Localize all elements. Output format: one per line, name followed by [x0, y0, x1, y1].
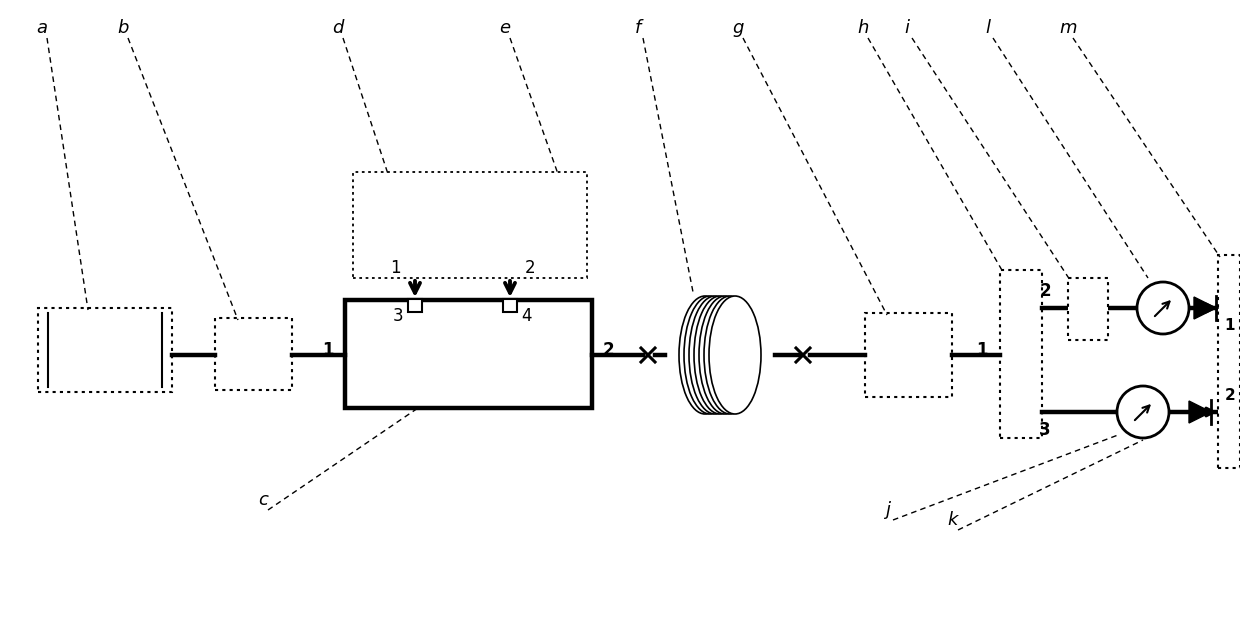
Text: j: j [885, 501, 890, 519]
Text: 1: 1 [389, 259, 401, 277]
Circle shape [1117, 386, 1169, 438]
Ellipse shape [699, 296, 751, 414]
Bar [503, 299, 517, 312]
Ellipse shape [694, 296, 746, 414]
Bar [408, 299, 422, 312]
Ellipse shape [709, 296, 761, 414]
Text: k: k [947, 511, 959, 529]
Ellipse shape [704, 296, 756, 414]
Text: e: e [500, 19, 511, 37]
Text: g: g [733, 19, 744, 37]
Bar [215, 318, 291, 390]
Text: a: a [36, 19, 47, 37]
Bar [866, 313, 952, 397]
Polygon shape [1194, 297, 1216, 319]
Text: b: b [118, 19, 129, 37]
Text: 3: 3 [1039, 421, 1050, 439]
Text: f: f [635, 19, 641, 37]
Bar [353, 172, 587, 278]
Text: 2: 2 [1225, 387, 1235, 403]
Ellipse shape [684, 296, 737, 414]
Polygon shape [1189, 401, 1211, 423]
Text: 2: 2 [1039, 282, 1050, 300]
Ellipse shape [680, 296, 732, 414]
Text: c: c [258, 491, 268, 509]
Text: 2: 2 [603, 341, 614, 359]
Text: 3: 3 [393, 307, 403, 325]
Text: i: i [904, 19, 909, 37]
Text: 4: 4 [522, 307, 532, 325]
Circle shape [1137, 282, 1189, 334]
Bar [1068, 278, 1109, 340]
Text: h: h [857, 19, 869, 37]
Ellipse shape [689, 296, 742, 414]
Text: 1: 1 [322, 341, 334, 359]
Text: l: l [986, 19, 991, 37]
Text: 1: 1 [1225, 318, 1235, 332]
Bar [345, 300, 591, 408]
Text: 1: 1 [976, 341, 988, 359]
Bar [38, 308, 172, 392]
Text: d: d [332, 19, 343, 37]
Text: 2: 2 [525, 259, 536, 277]
Bar [999, 270, 1042, 438]
Text: m: m [1059, 19, 1076, 37]
Bar [1218, 255, 1240, 468]
